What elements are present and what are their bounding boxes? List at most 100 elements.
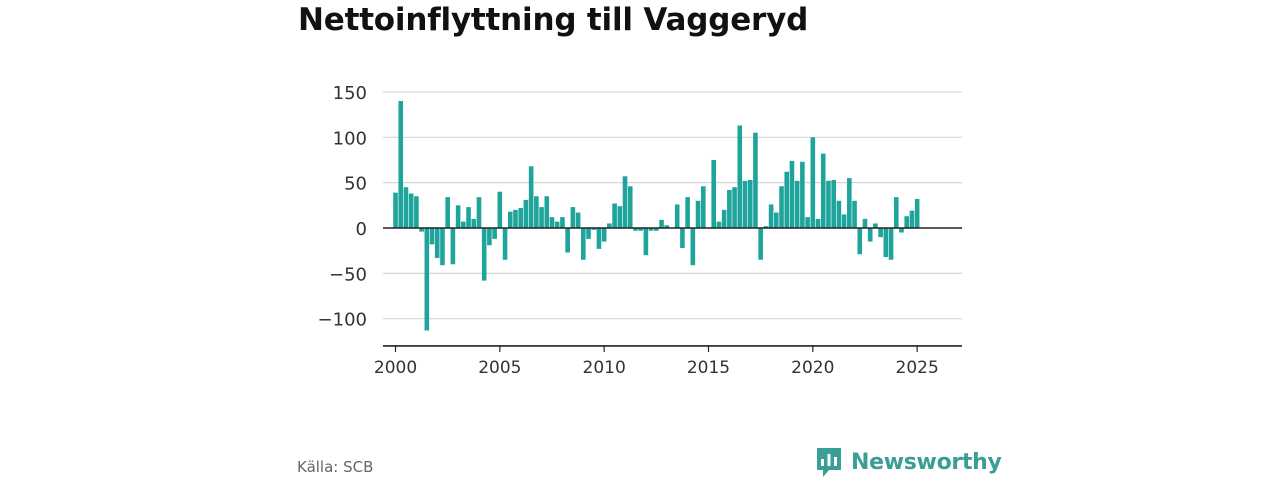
chart-title: Nettoinflyttning till Vaggeryd (298, 2, 809, 38)
brand-name: Newsworthy (851, 449, 1002, 475)
y-tick-label: 150 (333, 83, 367, 104)
bar (867, 228, 873, 242)
bar (857, 228, 863, 255)
x-tick-label: 2005 (478, 358, 521, 378)
bar (497, 191, 503, 228)
bar (794, 180, 800, 228)
bars (393, 101, 920, 331)
bar (664, 225, 670, 228)
bar (800, 161, 805, 228)
bar (398, 101, 404, 228)
x-tick-label: 2000 (374, 358, 417, 378)
bar (429, 228, 435, 245)
bar (622, 176, 628, 228)
bar (847, 178, 852, 228)
bar (810, 137, 816, 228)
bar (815, 218, 821, 228)
bar (424, 228, 430, 331)
bar (820, 153, 826, 228)
source-label: Källa: SCB (297, 458, 374, 476)
bar (685, 197, 690, 228)
bar (487, 228, 492, 246)
y-tick-label: −50 (329, 264, 367, 285)
bar (581, 228, 586, 260)
bar (591, 228, 597, 230)
bar (461, 221, 466, 228)
bar (862, 218, 868, 228)
bar (909, 210, 915, 228)
bar (544, 196, 550, 228)
bar (638, 228, 643, 231)
bar (596, 228, 602, 249)
bar (784, 171, 790, 228)
bar (419, 228, 424, 232)
bar (549, 217, 555, 228)
bar (737, 125, 743, 228)
bar (914, 198, 920, 228)
bar (674, 204, 680, 228)
bar (502, 228, 508, 260)
bar (570, 207, 576, 228)
bar (575, 212, 581, 228)
bar (523, 199, 529, 228)
y-tick-label: 50 (344, 174, 367, 195)
x-tick-label: 2010 (583, 358, 626, 378)
x-tick-label: 2020 (791, 358, 834, 378)
bar (534, 196, 539, 228)
bar (873, 223, 878, 228)
bar (727, 189, 732, 228)
bar (805, 217, 810, 228)
x-tick-label: 2025 (896, 358, 939, 378)
bar (732, 187, 737, 228)
bar (700, 186, 706, 228)
bar (455, 205, 461, 228)
x-tick-label: 2015 (687, 358, 730, 378)
bar (852, 200, 857, 228)
brand[interactable]: Newsworthy (815, 446, 1002, 478)
bar (711, 159, 717, 228)
bar (612, 203, 617, 228)
x-axis (383, 345, 962, 352)
bar (403, 187, 409, 228)
bar (627, 186, 633, 228)
bar (888, 228, 894, 260)
bar (690, 228, 696, 266)
bar (554, 221, 560, 228)
bar (393, 192, 398, 228)
bar (507, 211, 513, 228)
bar (648, 228, 654, 231)
bar (763, 226, 769, 228)
bar (789, 160, 795, 228)
bar (779, 186, 784, 228)
bar (831, 179, 836, 228)
bar (601, 228, 607, 242)
y-tick-label: −100 (318, 310, 367, 331)
bar (560, 217, 565, 228)
bar (466, 207, 471, 228)
bar (893, 197, 899, 228)
bar (768, 204, 774, 228)
bar (633, 228, 638, 231)
newsworthy-logo-icon (817, 448, 841, 477)
grid-lines (383, 91, 962, 320)
bar (450, 228, 456, 265)
bar (899, 228, 904, 233)
bar (565, 228, 570, 253)
bar (659, 219, 664, 228)
bar (721, 209, 727, 228)
bar (836, 200, 842, 228)
bar (654, 228, 659, 231)
bar (753, 132, 758, 228)
bar (758, 228, 763, 260)
bar (471, 218, 477, 228)
bar (774, 212, 779, 228)
bar (643, 228, 649, 256)
bar (607, 223, 612, 228)
bar (440, 228, 445, 266)
bar (528, 166, 534, 228)
bar (492, 228, 497, 239)
bar (841, 214, 847, 228)
bar (513, 209, 518, 228)
bar (434, 228, 440, 258)
